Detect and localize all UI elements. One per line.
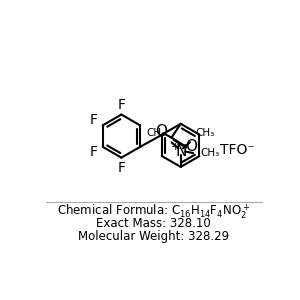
Text: F: F (90, 113, 98, 127)
Text: Chemical Formula: $\mathregular{C_{16}H_{14}F_4NO_2^+}$: Chemical Formula: $\mathregular{C_{16}H_… (57, 202, 250, 221)
Text: CH₃: CH₃ (195, 128, 214, 138)
Text: CH₃: CH₃ (147, 128, 166, 138)
Text: O: O (185, 140, 197, 154)
Text: N: N (176, 144, 187, 159)
Text: TFO⁻: TFO⁻ (220, 143, 254, 157)
Text: +: + (171, 142, 180, 152)
Text: F: F (117, 98, 125, 112)
Text: Molecular Weight: 328.29: Molecular Weight: 328.29 (78, 230, 229, 243)
Text: F: F (117, 161, 125, 175)
Text: F: F (90, 145, 98, 159)
Text: O: O (155, 124, 167, 139)
Text: CH₃: CH₃ (200, 148, 219, 158)
Text: Exact Mass: 328.10: Exact Mass: 328.10 (96, 218, 211, 230)
